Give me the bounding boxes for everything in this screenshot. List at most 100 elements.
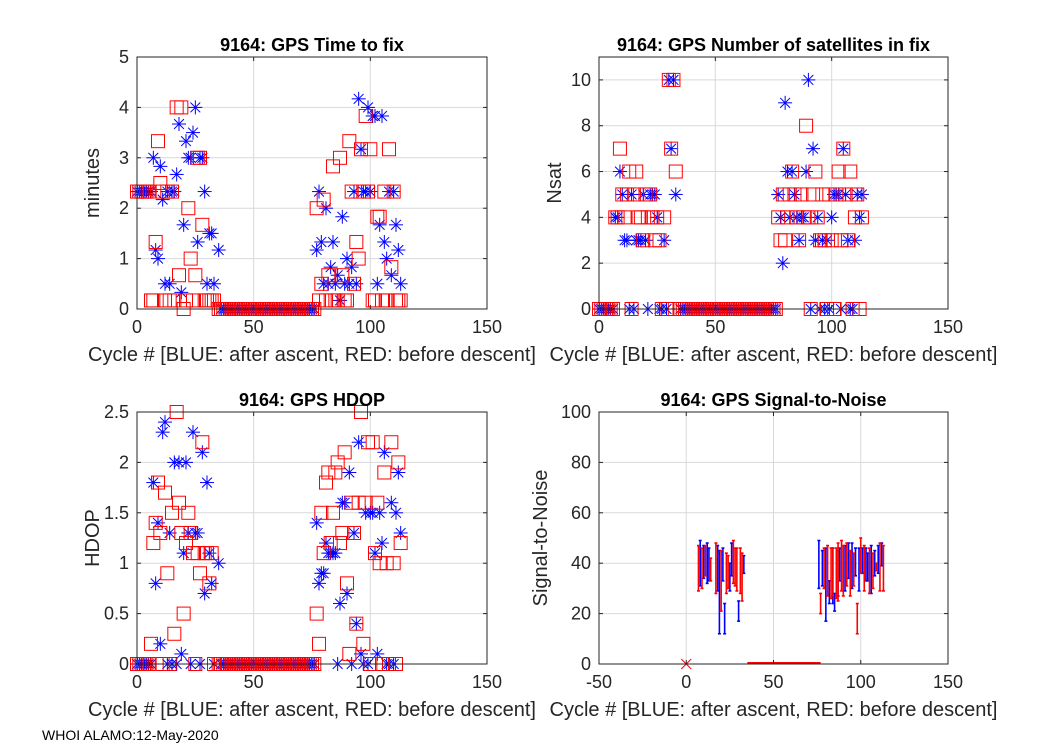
- data-point-square: [358, 108, 373, 123]
- data-point-asterisk: [153, 159, 168, 174]
- data-point-asterisk: [372, 505, 387, 520]
- data-point-square: [785, 164, 800, 179]
- data-point-asterisk: [342, 465, 357, 480]
- data-point-square: [174, 525, 189, 540]
- x-axis-label: Cycle # [BLUE: after ascent, RED: before…: [88, 344, 536, 366]
- y-tick-label: 100: [561, 402, 591, 422]
- data-point-asterisk: [146, 150, 161, 165]
- y-tick-label: 80: [571, 452, 591, 472]
- data-point-asterisk: [824, 210, 839, 225]
- data-point-square: [176, 606, 191, 621]
- data-point-asterisk: [393, 276, 408, 291]
- x-tick-label: 0: [594, 317, 604, 337]
- data-point-asterisk: [197, 184, 212, 199]
- data-point-asterisk: [186, 425, 200, 440]
- error-bar: [726, 554, 730, 590]
- plot-area: [137, 412, 487, 664]
- error-bar: [819, 592, 823, 615]
- x-tick-label: 150: [472, 672, 502, 692]
- data-point-square: [808, 164, 823, 179]
- data-point-asterisk: [326, 234, 340, 249]
- data-point-square: [347, 276, 361, 291]
- data-point-asterisk: [377, 234, 392, 249]
- x-tick-label: 100: [846, 672, 876, 692]
- data-point-asterisk: [806, 141, 821, 156]
- error-bar: [867, 547, 871, 595]
- data-point-asterisk: [174, 285, 189, 300]
- y-tick-label: 0: [581, 299, 591, 319]
- data-point-asterisk: [664, 141, 679, 156]
- data-point-asterisk: [174, 646, 189, 661]
- data-point-square: [668, 164, 683, 179]
- data-point-asterisk: [361, 100, 375, 115]
- data-point-asterisk: [384, 495, 399, 510]
- y-tick-label: 8: [581, 116, 591, 136]
- x-tick-label: 150: [933, 672, 963, 692]
- data-point-square: [148, 515, 163, 530]
- data-point-asterisk: [195, 445, 210, 460]
- data-point-square: [204, 546, 219, 561]
- data-point-square: [382, 142, 396, 157]
- x-tick-label: 50: [244, 672, 264, 692]
- data-point-asterisk: [775, 256, 790, 271]
- error-bar: [862, 544, 866, 592]
- data-point-asterisk: [172, 117, 186, 132]
- y-tick-label: 6: [581, 162, 591, 182]
- data-point-asterisk: [148, 243, 163, 258]
- x-tick-label: 100: [355, 317, 385, 337]
- data-point-square: [612, 141, 627, 156]
- data-point-square: [316, 192, 331, 207]
- x-tick-label: 100: [817, 317, 847, 337]
- data-layer: [680, 537, 885, 670]
- data-point-asterisk: [316, 566, 331, 581]
- data-point-square: [780, 210, 795, 225]
- data-point-square: [643, 187, 658, 202]
- data-point-square: [151, 134, 165, 149]
- y-tick-label: 0.5: [104, 604, 129, 624]
- data-point-square: [347, 525, 361, 540]
- error-bar: [817, 539, 821, 590]
- y-tick-label: 5: [119, 47, 129, 67]
- y-tick-label: 1: [119, 249, 129, 269]
- data-point-asterisk: [186, 125, 200, 140]
- data-point-asterisk: [200, 475, 214, 490]
- error-bar: [703, 544, 707, 577]
- data-point-square: [326, 505, 340, 520]
- data-point-asterisk: [668, 187, 683, 202]
- y-axis-label: minutes: [82, 148, 104, 218]
- data-point-square: [328, 465, 343, 480]
- error-bar: [696, 544, 700, 592]
- data-point-asterisk: [810, 210, 825, 225]
- data-point-square: [172, 268, 186, 283]
- data-point-asterisk: [852, 210, 867, 225]
- data-point-square: [384, 435, 399, 450]
- data-point-asterisk: [309, 515, 324, 530]
- error-bar: [737, 600, 741, 622]
- data-point-asterisk: [785, 164, 800, 179]
- data-point-square: [363, 142, 378, 157]
- data-point-square: [370, 495, 385, 510]
- plot-area: [137, 57, 487, 309]
- data-point-asterisk: [176, 217, 191, 232]
- error-bar: [831, 547, 835, 597]
- data-point-square: [335, 525, 350, 540]
- error-bar: [848, 549, 852, 597]
- data-point-asterisk: [801, 72, 816, 87]
- error-bar: [709, 557, 713, 582]
- y-axis-label: HDOP: [82, 509, 104, 567]
- data-point-square: [167, 626, 182, 641]
- data-point-square: [356, 636, 371, 651]
- data-point-asterisk: [379, 251, 394, 266]
- data-point-square: [321, 268, 336, 283]
- data-point-square: [174, 100, 189, 115]
- error-bar: [841, 544, 845, 597]
- data-point-asterisk: [384, 268, 399, 283]
- data-point-square: [666, 72, 681, 87]
- error-bar: [881, 544, 885, 592]
- data-point-square: [146, 293, 161, 308]
- data-point-asterisk: [330, 268, 345, 283]
- data-point-square: [144, 636, 158, 651]
- data-point-square: [386, 184, 401, 199]
- y-tick-label: 3: [119, 148, 129, 168]
- plot-area: [599, 57, 948, 309]
